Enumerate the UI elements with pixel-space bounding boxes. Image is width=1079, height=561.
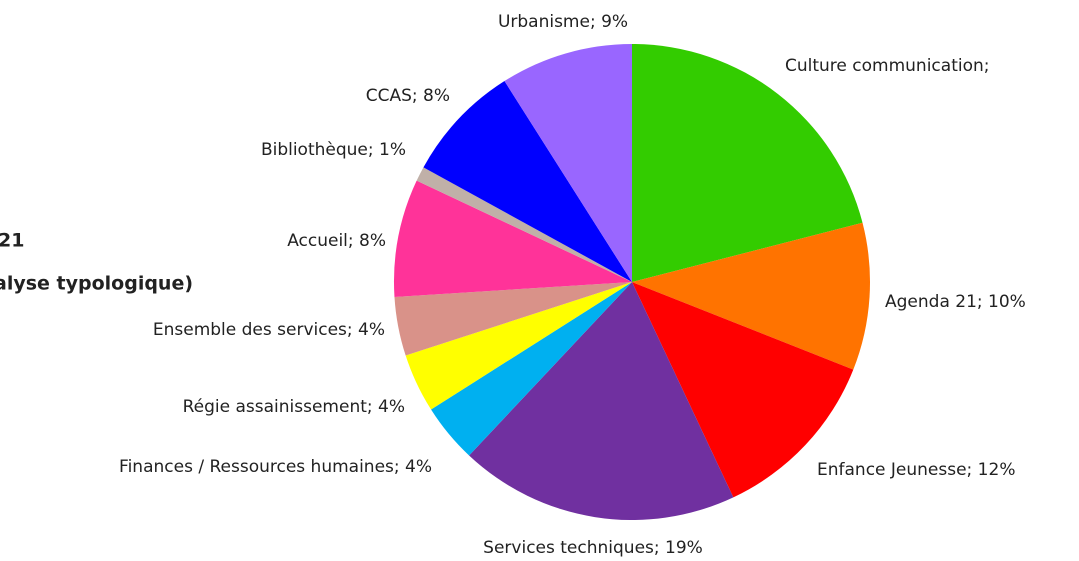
pie-slice: [423, 81, 632, 282]
chart-title: alyse typologique): [0, 273, 193, 295]
pie-slice: [394, 180, 632, 297]
slice-label: Culture communication;: [785, 56, 989, 76]
slice-label: Ensemble des services; 4%: [153, 320, 385, 340]
slice-label: Finances / Ressources humaines; 4%: [119, 457, 432, 477]
slice-label: Bibliothèque; 1%: [261, 140, 406, 160]
slice-label: Régie assainissement; 4%: [183, 397, 405, 417]
pie-slice: [632, 222, 870, 370]
pie-slice: [394, 282, 632, 356]
pie-slice: [632, 282, 854, 498]
slice-label: Accueil; 8%: [287, 231, 386, 251]
pie-slice: [416, 167, 632, 282]
slice-label: Services techniques; 19%: [483, 538, 703, 558]
pie-slice: [431, 282, 632, 456]
chart-title: 21: [0, 230, 24, 252]
pie-slice: [504, 44, 632, 282]
pie-slice: [405, 282, 632, 410]
slice-label: CCAS; 8%: [366, 86, 450, 106]
pie-slice: [632, 44, 863, 282]
slice-label: Enfance Jeunesse; 12%: [817, 460, 1015, 480]
pie-slice: [469, 282, 734, 520]
slice-label: Agenda 21; 10%: [885, 292, 1026, 312]
slice-label: Urbanisme; 9%: [498, 12, 628, 32]
